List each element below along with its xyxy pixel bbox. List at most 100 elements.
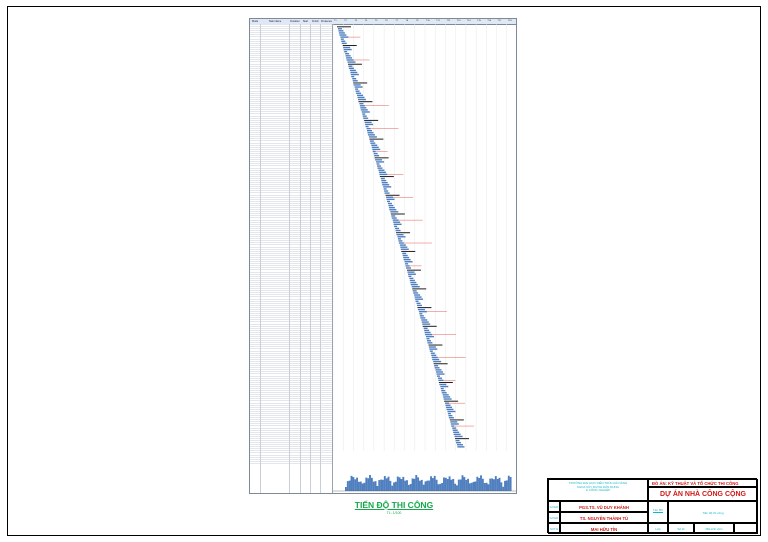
task-row-line <box>250 194 332 196</box>
summary-bar <box>433 363 448 365</box>
task-bar <box>423 327 428 329</box>
task-bar <box>402 254 408 257</box>
task-bar <box>407 273 416 275</box>
histogram-bar <box>369 475 371 491</box>
task-row-line <box>250 256 332 258</box>
histogram-bar <box>389 480 392 491</box>
task-row-line <box>250 406 332 408</box>
task-row-line <box>250 288 332 289</box>
task-row-line <box>250 323 332 325</box>
task-row-line <box>250 431 332 433</box>
task-bar <box>441 392 447 394</box>
task-bar <box>384 192 390 194</box>
histogram-bar <box>480 475 482 491</box>
task-bar <box>359 102 364 105</box>
histogram-bar <box>407 484 410 491</box>
task-row-line <box>250 265 332 266</box>
task-bar <box>367 132 374 134</box>
task-row-line <box>250 448 332 449</box>
histogram-bar <box>376 485 379 491</box>
task-bar <box>448 417 454 419</box>
task-bar <box>440 387 444 390</box>
task-bar <box>451 425 455 427</box>
histogram-bar <box>385 478 388 491</box>
task-bar <box>388 206 395 209</box>
task-row-line <box>250 98 332 100</box>
task-row-line <box>250 192 332 193</box>
task-bar <box>347 61 356 63</box>
header-finish: Finish <box>312 20 319 23</box>
task-row-line <box>250 315 332 316</box>
histogram-bar <box>420 479 423 491</box>
task-row-line <box>250 385 332 387</box>
task-row-line <box>250 381 332 383</box>
task-row-line <box>250 44 332 46</box>
task-bar <box>346 59 354 61</box>
task-bar <box>397 238 401 240</box>
task-row-line <box>250 321 332 322</box>
task-bar <box>343 48 352 51</box>
task-bar <box>393 223 402 225</box>
task-row-line <box>250 250 332 252</box>
task-bar <box>339 34 347 36</box>
task-row-line <box>250 263 332 264</box>
task-row-line <box>250 238 332 239</box>
task-row-line <box>250 76 332 77</box>
task-bar <box>370 142 376 144</box>
task-row-line <box>250 140 332 141</box>
histogram-bar <box>457 479 460 491</box>
task-bar <box>426 338 430 340</box>
task-row-line <box>250 254 332 256</box>
task-row-line <box>250 375 332 377</box>
summary-bar <box>417 307 432 309</box>
task-row-line <box>250 319 332 320</box>
task-bar <box>373 152 378 155</box>
task-bar <box>387 202 392 205</box>
task-row-line <box>250 437 332 439</box>
title-block: TRƯỜNG ĐẠI HỌC KIẾN TRÚC ĐÀ NẴNG KHOA XÂ… <box>547 478 758 534</box>
task-row-line <box>250 390 332 391</box>
task-row-line <box>250 354 332 356</box>
histogram-bar <box>476 476 479 491</box>
task-bar <box>378 169 385 171</box>
task-bar <box>378 171 386 173</box>
summary-bar <box>369 138 384 140</box>
gantt-bars <box>332 24 508 451</box>
task-row-line <box>250 392 332 393</box>
task-row-line <box>250 346 332 347</box>
task-bar <box>372 150 376 153</box>
histogram-bar <box>450 479 453 491</box>
task-row-line <box>250 275 332 277</box>
task-row-line <box>250 148 332 150</box>
task-bar <box>364 121 372 124</box>
task-row-line <box>250 450 332 451</box>
task-bar <box>341 42 347 45</box>
task-row-line <box>250 46 332 48</box>
task-row-line <box>250 125 332 127</box>
task-row-line <box>250 415 332 416</box>
task-bar <box>405 265 410 267</box>
resource-histogram <box>333 475 516 492</box>
task-bar <box>454 435 463 438</box>
timescale-label: T4 <box>364 20 368 22</box>
sheet-name: Tiến độ thi công <box>668 501 758 523</box>
task-bar <box>450 421 458 423</box>
task-row-line <box>250 404 332 406</box>
task-row-line <box>250 51 332 52</box>
task-row-line <box>250 78 332 79</box>
histogram-bar <box>382 479 384 491</box>
task-row-line <box>250 217 332 218</box>
task-row-line <box>250 296 332 297</box>
task-bar <box>348 65 353 67</box>
histogram-bar <box>456 485 458 491</box>
task-bar <box>438 379 444 381</box>
task-row-line <box>250 165 332 166</box>
task-row-line <box>250 30 332 31</box>
histogram-bar <box>393 482 395 491</box>
histogram-bar <box>365 477 368 491</box>
timescale-label: T13 <box>456 20 461 22</box>
task-row-line <box>250 142 332 144</box>
histogram-bar <box>472 481 475 491</box>
task-table <box>250 24 333 493</box>
task-bar <box>417 308 425 311</box>
